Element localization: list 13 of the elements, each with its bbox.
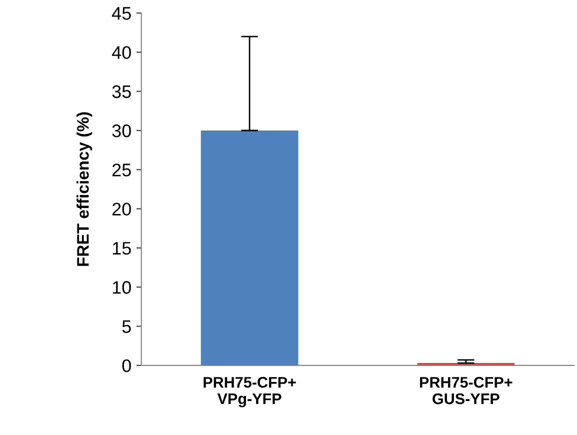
y-tick-label: 25 [112, 164, 131, 176]
x-tick-label: PRH75-CFP+ GUS-YFP [420, 376, 512, 404]
y-tick-label: 35 [112, 85, 131, 98]
y-tick-label: 30 [112, 124, 131, 138]
y-tick-label: 15 [112, 242, 131, 255]
y-tick-label: 0 [122, 359, 131, 372]
y-tick-label: 20 [112, 202, 131, 216]
y-axis-title: FRET efficiency (%) [76, 112, 92, 266]
y-tick-label: 40 [112, 46, 131, 59]
y-tick-label: 45 [112, 7, 131, 20]
x-tick-label: PRH75-CFP+ VPg-YFP [204, 376, 296, 408]
y-tick-label: 5 [122, 320, 131, 333]
y-tick-label: 10 [112, 281, 131, 294]
